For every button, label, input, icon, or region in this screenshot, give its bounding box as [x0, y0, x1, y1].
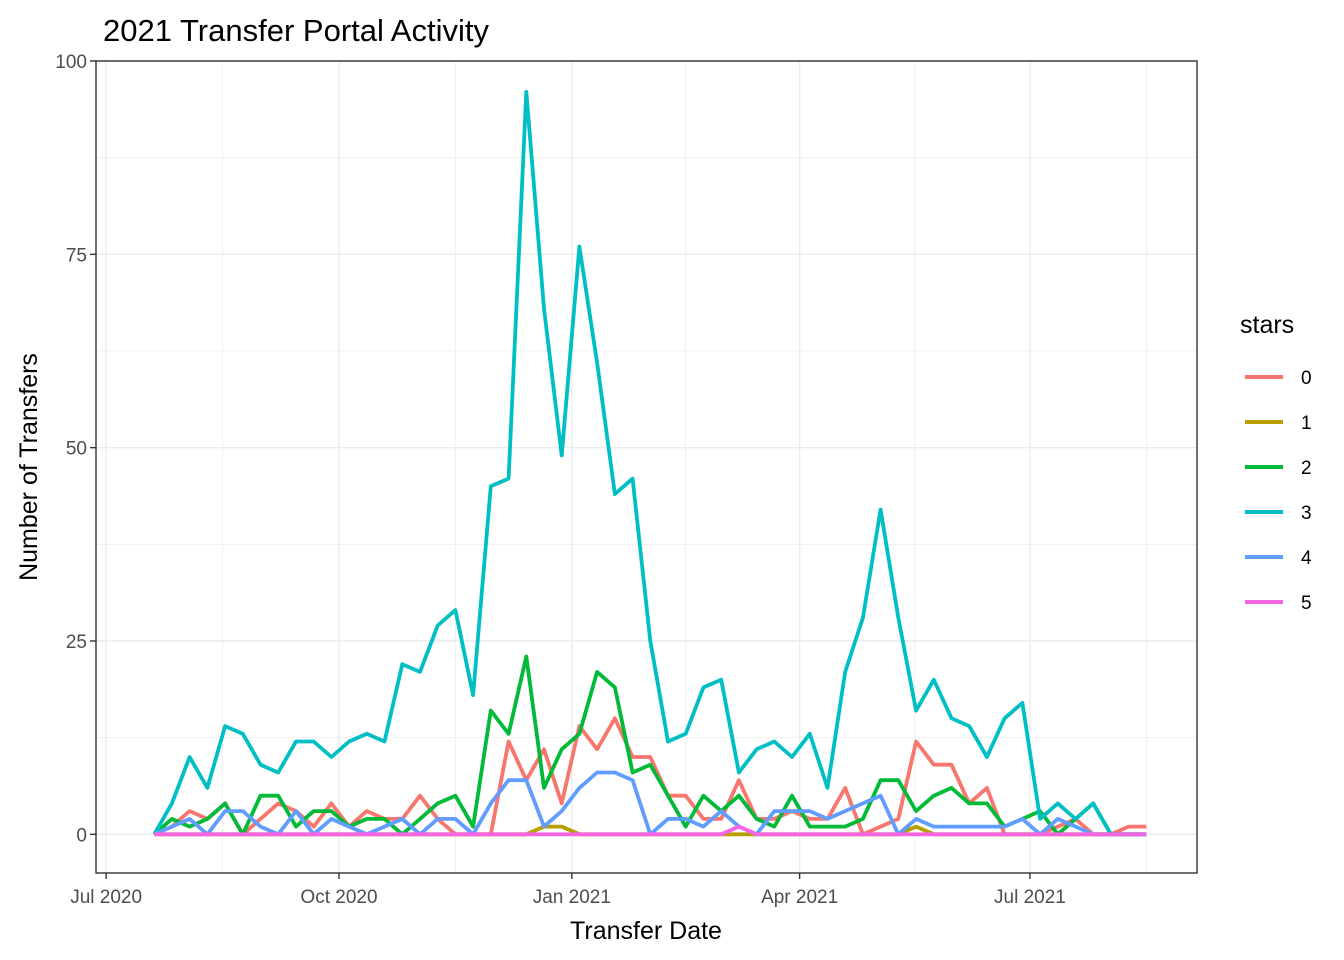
legend-item-3: 3 — [1245, 503, 1312, 524]
legend-label-5: 5 — [1301, 593, 1312, 614]
series-line-5 — [154, 824, 1147, 837]
legend: stars 0 1 2 3 4 5 — [1240, 311, 1312, 614]
legend-label-1: 1 — [1301, 413, 1312, 434]
y-axis-title: Number of Transfers — [15, 353, 43, 581]
legend-item-2: 2 — [1245, 458, 1312, 479]
panel-background — [96, 61, 1197, 873]
legend-label-2: 2 — [1301, 458, 1312, 479]
legend-label-0: 0 — [1301, 368, 1312, 389]
series-line-3 — [152, 90, 1147, 837]
y-tick-label: 0 — [76, 825, 87, 846]
chart-title: 2021 Transfer Portal Activity — [103, 13, 489, 48]
legend-item-5: 5 — [1245, 593, 1312, 614]
y-tick-label: 75 — [66, 245, 87, 266]
legend-label-4: 4 — [1301, 548, 1312, 569]
plot-panel — [95, 60, 1198, 874]
legend-title: stars — [1240, 311, 1294, 339]
x-tick-label: Jan 2021 — [533, 887, 611, 908]
x-tick-label: Apr 2021 — [761, 887, 838, 908]
legend-item-1: 1 — [1245, 413, 1312, 434]
y-axis: 0 25 50 75 100 — [55, 52, 96, 846]
legend-label-3: 3 — [1301, 503, 1312, 524]
series-line-0 — [153, 716, 1147, 837]
x-tick-label: Oct 2020 — [300, 887, 377, 908]
series-line-2 — [152, 654, 1147, 837]
legend-item-0: 0 — [1245, 368, 1312, 389]
panel-border — [95, 60, 1198, 874]
series-lines — [152, 90, 1147, 837]
legend-item-4: 4 — [1245, 548, 1312, 569]
x-tick-label: Jul 2020 — [70, 887, 142, 908]
x-tick-label: Jul 2021 — [994, 887, 1066, 908]
x-axis: Jul 2020 Oct 2020 Jan 2021 Apr 2021 Jul 2021 — [70, 873, 1066, 908]
x-axis-title: Transfer Date — [570, 917, 722, 945]
y-tick-label: 25 — [66, 632, 87, 653]
y-tick-label: 50 — [66, 439, 87, 460]
y-tick-label: 100 — [55, 52, 87, 73]
